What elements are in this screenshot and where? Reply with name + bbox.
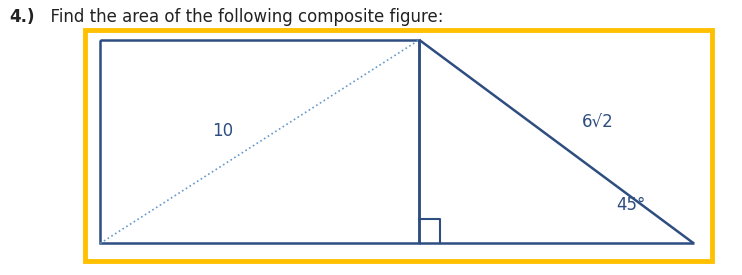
Bar [85,30,712,261]
Text: 10: 10 [212,122,233,140]
Text: 45°: 45° [616,196,646,214]
Text: 6√2: 6√2 [582,113,613,131]
Text: Find the area of the following composite figure:: Find the area of the following composite… [40,8,444,26]
Text: 4.): 4.) [9,8,34,26]
